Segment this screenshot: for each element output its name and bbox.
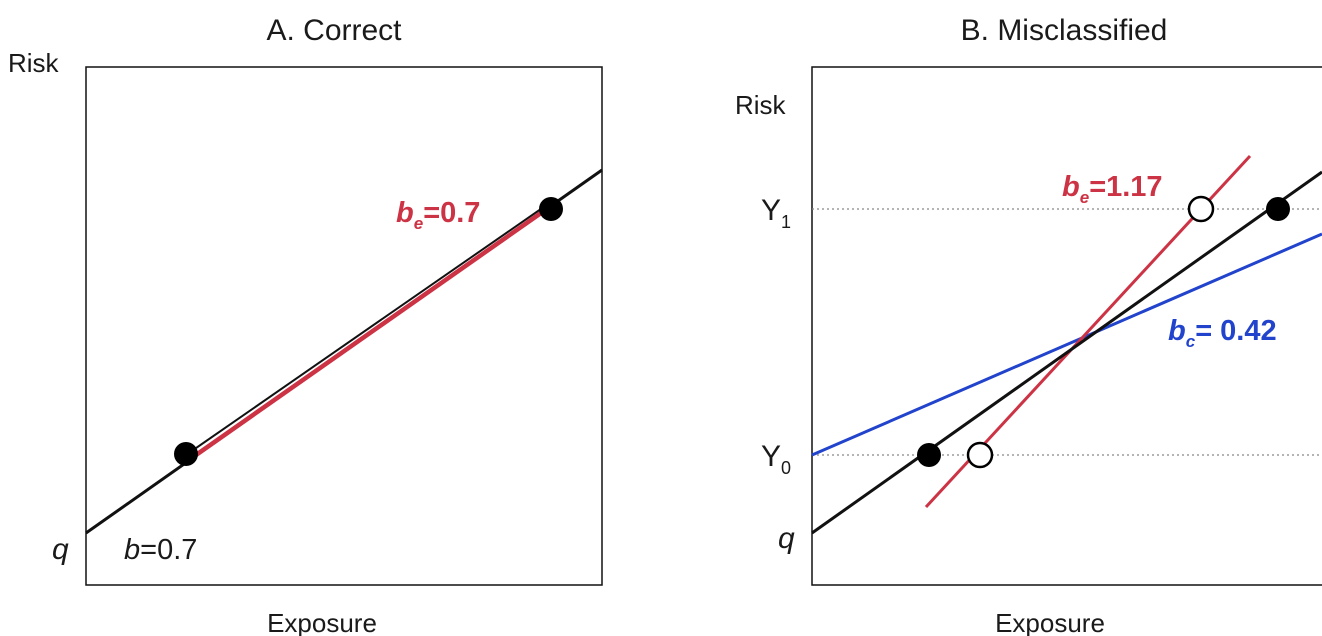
panel-b-frame <box>811 66 1322 586</box>
panel-a-frame <box>85 66 603 586</box>
panel-b-y-axis-label: Risk <box>735 90 787 120</box>
panel-a-title: A. Correct <box>266 14 402 47</box>
panel-b-estimated-slope-symbol: b <box>1062 171 1080 203</box>
panel-b-classified-slope-subscript: c <box>1186 332 1196 351</box>
panel-b-title: B. Misclassified <box>961 14 1168 47</box>
panel-a-estimated-line <box>184 204 553 464</box>
panel-a-true-line-overlay <box>185 201 552 456</box>
panel-b-true-line <box>811 170 1322 535</box>
panel-b-y0-base: Y <box>761 440 781 473</box>
panel-a-estimated-slope-subscript: e <box>414 214 423 233</box>
panel-b-y0-label: Y0 <box>761 440 791 478</box>
panel-b-y1-base: Y <box>761 194 781 227</box>
panel-b-estimated-slope-label: be=1.17 <box>1062 171 1163 207</box>
panel-a-high-exposure-point <box>539 197 563 221</box>
panel-b-misclassified-high-point <box>1187 195 1215 223</box>
panel-b-classified-line <box>811 232 1322 457</box>
panel-b-misclassified-low-point <box>966 441 994 469</box>
panel-b-y1-subscript: 1 <box>781 212 791 232</box>
panel-a-true-slope-symbol: b <box>124 534 140 566</box>
panel-b-estimated-slope-value: =1.17 <box>1089 171 1162 203</box>
panel-b-classified-slope-label: bc= 0.42 <box>1168 315 1277 351</box>
panel-b-classified-slope-value: = 0.42 <box>1195 315 1276 347</box>
panel-b: B. Misclassified Risk Y1 Y0 be=1.17 bc= … <box>735 14 1322 636</box>
panel-b-y0-subscript: 0 <box>781 458 791 478</box>
panel-a-y-axis-label: Risk <box>8 48 60 78</box>
panel-b-intercept-label: q <box>778 522 795 555</box>
panel-b-classified-slope-symbol: b <box>1168 315 1186 347</box>
panel-a-true-slope-value: =0.7 <box>140 534 197 566</box>
panel-b-x-axis-label: Exposure <box>995 608 1105 636</box>
panel-a-estimated-slope-label: be=0.7 <box>396 197 480 233</box>
panel-b-y1-label: Y1 <box>761 194 791 232</box>
panel-a-estimated-slope-symbol: b <box>396 197 414 229</box>
panel-a-intercept-label: q <box>52 533 69 566</box>
panel-b-true-low-point <box>917 443 941 467</box>
panel-b-estimated-slope-subscript: e <box>1080 188 1089 207</box>
panel-b-true-high-point <box>1266 197 1290 221</box>
panel-a: A. Correct Risk be=0.7 b=0.7 q Exposure <box>8 14 603 636</box>
panel-a-low-exposure-point <box>174 442 198 466</box>
panel-a-x-axis-label: Exposure <box>267 608 377 636</box>
panel-a-true-slope-label: b=0.7 <box>124 534 197 566</box>
panel-a-estimated-slope-value: =0.7 <box>423 197 480 229</box>
